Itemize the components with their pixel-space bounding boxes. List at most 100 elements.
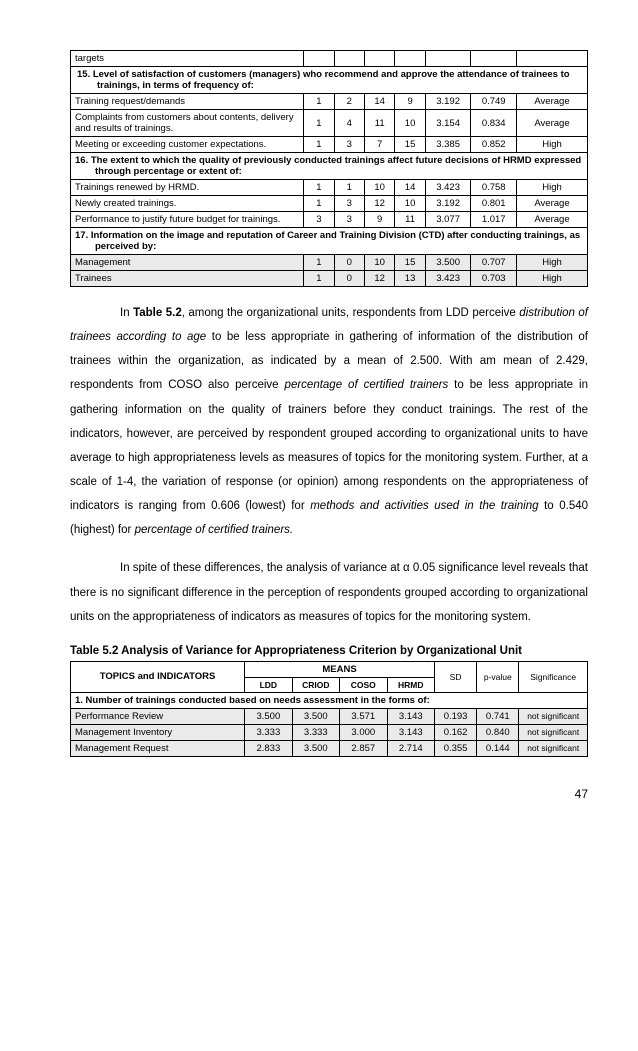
table-row: Complaints from customers about contents… [71, 110, 588, 137]
cell-value: 1 [334, 180, 364, 196]
cell-value: not significant [519, 740, 588, 756]
cell-value: 3 [304, 212, 334, 228]
cell-value: 0.355 [434, 740, 476, 756]
table-row: Trainings renewed by HRMD. 1 1 10 14 3.4… [71, 180, 588, 196]
cell-value: 0.852 [471, 137, 517, 153]
cell-label: Management Request [71, 740, 245, 756]
cell-value: 3.154 [425, 110, 471, 137]
cell-value: 3.143 [387, 708, 434, 724]
cell-value: 0.144 [477, 740, 519, 756]
cell-value: Average [517, 94, 588, 110]
cell-value: 3 [334, 137, 364, 153]
cell-value: 2.857 [340, 740, 387, 756]
cell-value: 1 [304, 196, 334, 212]
cell-value: 14 [395, 180, 425, 196]
cell-label: Performance Review [71, 708, 245, 724]
cell-value: 0.758 [471, 180, 517, 196]
cell-value: 3.423 [425, 180, 471, 196]
cell-value: 0.707 [471, 255, 517, 271]
cell-value: 13 [395, 271, 425, 287]
cell-value: 3.000 [340, 724, 387, 740]
table-section-header: 16. The extent to which the quality of p… [71, 153, 588, 180]
cell-label: Meeting or exceeding customer expectatio… [71, 137, 304, 153]
cell-value: 1 [304, 110, 334, 137]
section-title: 1. Number of trainings conducted based o… [71, 692, 588, 708]
cell-value: 3 [334, 212, 364, 228]
cell-value: 1 [304, 271, 334, 287]
cell-value: 3.385 [425, 137, 471, 153]
cell-value: High [517, 271, 588, 287]
cell-label: Performance to justify future budget for… [71, 212, 304, 228]
table-header-row: TOPICS and INDICATORS MEANS SD p-value S… [71, 661, 588, 677]
table-row: Management Request 2.833 3.500 2.857 2.7… [71, 740, 588, 756]
cell-value: 1 [304, 180, 334, 196]
cell-value: 0.749 [471, 94, 517, 110]
table-row: Meeting or exceeding customer expectatio… [71, 137, 588, 153]
header-sig: Significance [519, 661, 588, 692]
cell-value: 3.500 [425, 255, 471, 271]
text-italic: methods and activities used in the train… [310, 500, 538, 512]
cell-value: 0.801 [471, 196, 517, 212]
cell-value: Average [517, 212, 588, 228]
cell-value: 1 [304, 255, 334, 271]
cell-value: 0 [334, 255, 364, 271]
cell-value: not significant [519, 708, 588, 724]
text-italic: percentage of certified trainers. [135, 524, 294, 536]
cell-label: Trainees [71, 271, 304, 287]
text-bold: Table 5.2 [133, 307, 182, 319]
text: In spite of these differences, the analy… [70, 562, 588, 622]
cell-value: 10 [364, 255, 394, 271]
cell-value: not significant [519, 724, 588, 740]
table-5-2: TOPICS and INDICATORS MEANS SD p-value S… [70, 661, 588, 757]
cell-value: 0.162 [434, 724, 476, 740]
cell-value: 0.703 [471, 271, 517, 287]
table-row: Management Inventory 3.333 3.333 3.000 3… [71, 724, 588, 740]
cell-value: 12 [364, 196, 394, 212]
cell-value: 1.017 [471, 212, 517, 228]
cell-value: 3.571 [340, 708, 387, 724]
table-section-header: 1. Number of trainings conducted based o… [71, 692, 588, 708]
text: , among the organizational units, respon… [182, 307, 520, 319]
header-criod: CRIOD [292, 677, 339, 692]
body-paragraph: In Table 5.2, among the organizational u… [70, 301, 588, 542]
cell-value: 10 [395, 110, 425, 137]
cell-value: 2.714 [387, 740, 434, 756]
cell-value: 3.077 [425, 212, 471, 228]
section-title: 16. The extent to which the quality of p… [75, 155, 583, 177]
table-caption: Table 5.2 Analysis of Variance for Appro… [70, 645, 588, 657]
cell-value: 3 [334, 196, 364, 212]
cell-value: 1 [304, 94, 334, 110]
table-row: Trainees 1 0 12 13 3.423 0.703 High [71, 271, 588, 287]
cell-label: Management Inventory [71, 724, 245, 740]
cell-value: 3.500 [292, 708, 339, 724]
cell-value: 15 [395, 137, 425, 153]
cell-value: 3.333 [245, 724, 292, 740]
cell-value: 0.741 [477, 708, 519, 724]
cell-value: High [517, 180, 588, 196]
cell-value: 10 [395, 196, 425, 212]
text-italic: percentage of certified trainers [285, 379, 449, 391]
body-paragraph: In spite of these differences, the analy… [70, 556, 588, 628]
cell-value: 15 [395, 255, 425, 271]
header-hrmd: HRMD [387, 677, 434, 692]
cell-label: Trainings renewed by HRMD. [71, 180, 304, 196]
cell-value: 3.192 [425, 196, 471, 212]
cell-value: 3.333 [292, 724, 339, 740]
header-p: p-value [477, 661, 519, 692]
cell-value: 2.833 [245, 740, 292, 756]
header-sd: SD [434, 661, 476, 692]
table-row: targets [71, 51, 588, 67]
cell-value: 7 [364, 137, 394, 153]
cell-value: 3.192 [425, 94, 471, 110]
cell-label: Complaints from customers about contents… [71, 110, 304, 137]
cell-value: 11 [395, 212, 425, 228]
cell-value: 9 [364, 212, 394, 228]
cell-value: High [517, 137, 588, 153]
text: to be less appropriate in gathering info… [70, 379, 588, 512]
cell-value: 11 [364, 110, 394, 137]
cell-value: High [517, 255, 588, 271]
section-title: 17. Information on the image and reputat… [75, 230, 583, 252]
cell-value: 10 [364, 180, 394, 196]
cell-value: 3.143 [387, 724, 434, 740]
page-number: 47 [70, 787, 588, 801]
